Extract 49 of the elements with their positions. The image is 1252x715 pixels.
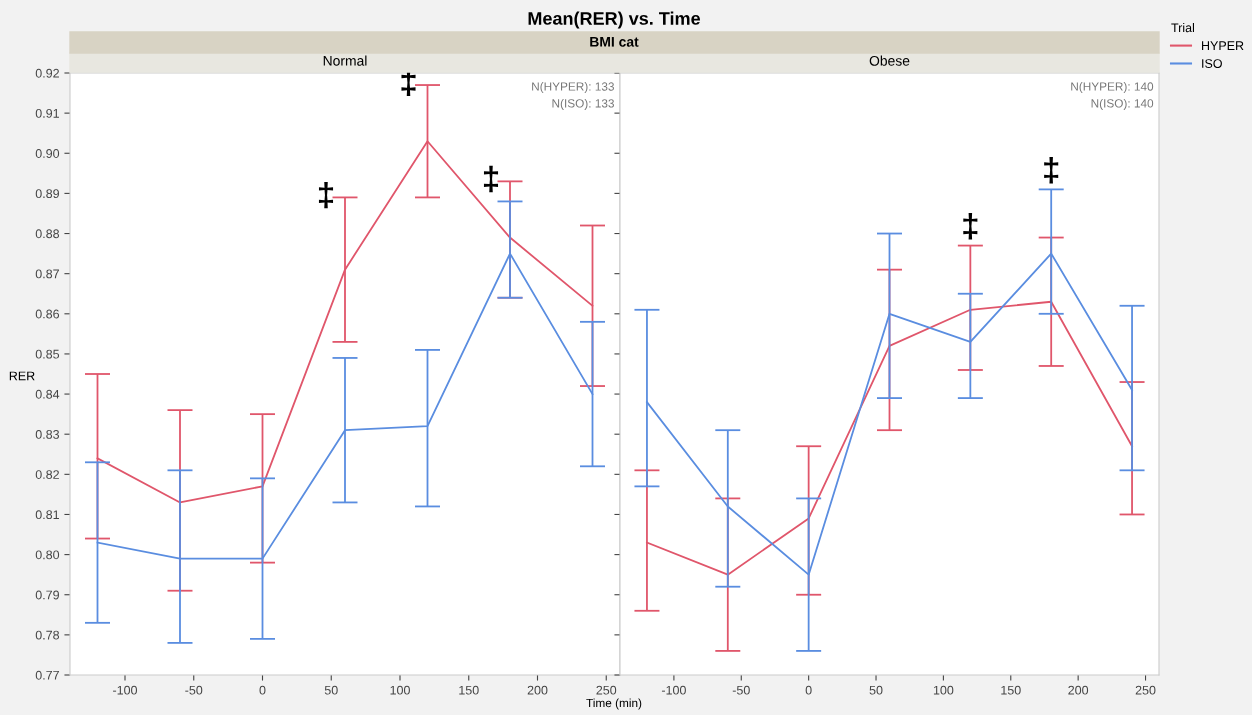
y-axis-title: RER [9,371,35,381]
x-tick-label: 100 [390,685,410,695]
x-tick-label: -50 [185,685,203,695]
annotation: N(ISO): 133 [552,98,614,110]
x-tick-label: 0 [259,685,266,695]
x-axis-title: Time (min) [586,698,642,710]
annotation: ‡ [963,213,978,240]
y-tick-label: 0.85 [35,349,60,359]
y-tick-label: 0.87 [35,269,59,279]
legend-label: ISO [1202,59,1222,68]
chart-subtitle: Normal [323,55,367,66]
legend-label: HYPER [1202,41,1244,50]
y-tick-label: 0.92 [35,68,59,78]
y-tick-label: 0.90 [35,149,60,158]
x-tick-label: -50 [732,685,750,695]
y-tick-label: 0.84 [35,389,60,399]
x-tick-label: 50 [324,685,338,695]
y-tick-label: 0.78 [35,630,60,640]
x-tick-label: 100 [933,685,954,695]
y-tick-label: 0.82 [35,470,59,479]
x-tick-label: -100 [113,685,138,695]
y-tick-label: 0.77 [35,670,59,680]
annotation: ‡ [318,181,334,209]
x-tick-label: 150 [459,685,479,695]
annotation: N(HYPER): 133 [532,82,614,94]
x-tick-label: -100 [661,685,686,695]
x-tick-label: 50 [869,685,883,695]
annotation: ‡ [1044,156,1059,184]
x-tick-label: 200 [527,685,548,695]
y-tick-label: 0.89 [35,189,59,199]
annotation: N(ISO): 140 [1091,98,1154,110]
y-tick-label: 0.80 [35,550,60,560]
y-tick-label: 0.88 [35,229,60,239]
legend-title: Trial [1171,23,1194,33]
annotation: N(HYPER): 140 [1071,82,1154,94]
x-tick-label: 150 [1001,685,1021,695]
x-tick-label: 200 [1068,685,1089,695]
x-tick-label: 250 [1135,685,1156,695]
y-tick-label: 0.86 [35,309,60,319]
y-tick-label: 0.91 [35,108,59,118]
y-tick-label: 0.83 [35,430,60,439]
y-tick-label: 0.79 [35,590,59,600]
chart-title: Mean(RER) vs. Time [528,11,701,29]
annotation: ‡ [483,165,499,193]
y-tick-label: 0.81 [35,510,59,520]
chart-subtitle: Obese [869,55,910,66]
x-tick-label: 0 [805,685,812,695]
x-tick-label: 250 [596,685,617,695]
chart-title: BMI cat [590,37,639,47]
